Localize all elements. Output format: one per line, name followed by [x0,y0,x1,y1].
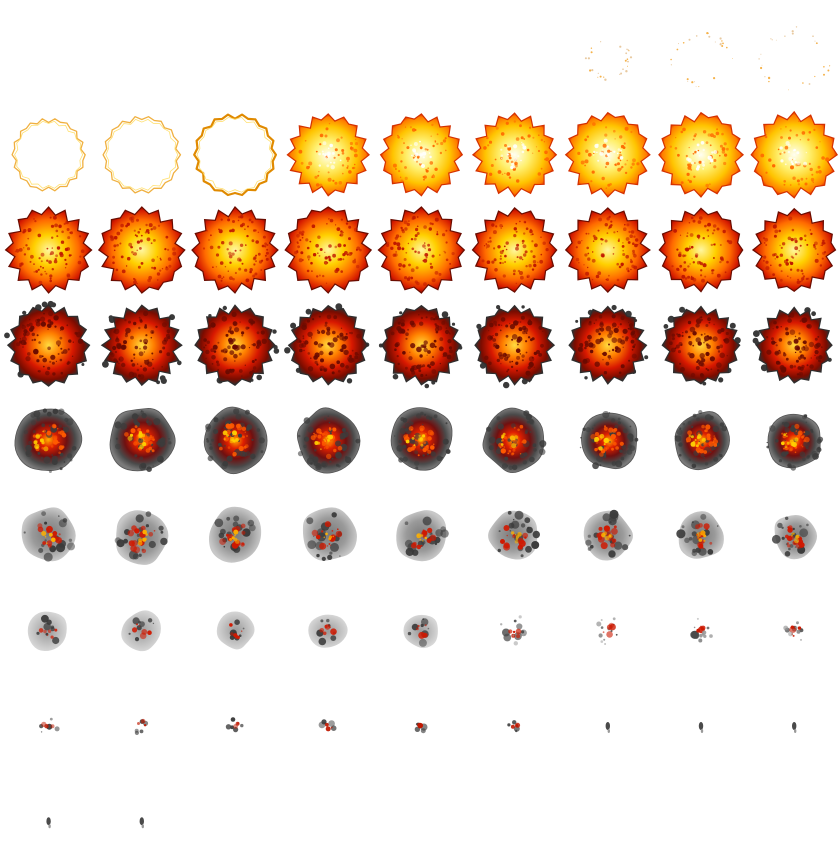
explosion-frame [772,515,817,559]
explosion-frame [135,719,148,735]
explosion-frame [488,511,540,560]
explosion-frame [483,408,546,473]
explosion-frame [753,209,836,292]
explosion-frame [297,408,360,473]
explosion-frame [585,41,632,81]
explosion-frame [308,615,347,648]
explosion-frame [675,410,730,470]
explosion-frame [285,207,371,293]
explosion-frame [381,114,463,196]
explosion-frame [758,26,830,90]
explosion-frame [194,115,276,195]
explosion-frame [596,617,617,645]
explosion-frame [102,305,182,385]
explosion-frame [217,612,255,650]
explosion-frame [121,610,161,651]
explosion-frame [751,112,837,198]
explosion-frame [606,722,610,733]
explosion-frame [396,510,449,561]
explosion-frame [507,720,520,732]
explosion-frame [659,113,743,197]
explosion-frame [475,305,554,388]
explosion-frame [140,817,144,828]
explosion-frame [699,722,703,733]
explosion-frame [209,507,261,563]
explosion-frame [22,507,76,561]
explosion-frame [46,817,50,828]
explosion-frame [303,507,357,561]
explosion-frame [473,208,557,292]
explosion-frame [39,718,59,733]
explosion-frame [4,301,89,386]
explosion-frame [99,207,185,293]
explosion-frame [6,207,92,293]
explosion-frame [391,408,452,471]
explosion-frame [569,305,648,384]
explosion-frame [103,117,180,193]
explosion-frame [12,119,85,191]
explosion-frame [204,407,267,474]
explosion-frame [690,618,713,643]
explosion-frame [15,409,82,474]
explosion-frame [676,511,724,559]
explosion-frame [319,719,337,731]
explosion-frame [226,717,244,732]
explosion-frame [28,612,67,651]
explosion-frame [566,113,650,197]
explosion-frame [783,621,803,641]
explosion-frame [378,207,464,293]
explosion-frame [195,305,279,385]
explosion-frame [792,722,796,733]
explosion-frame [670,32,733,87]
explosion-frame [753,307,832,383]
explosion-frame [287,114,369,196]
explosion-frame [403,615,437,648]
explosion-frame [110,408,175,472]
explosion-frame [566,208,650,292]
explosion-frame [284,303,369,384]
explosion-frame [415,723,428,734]
explosion-frame [473,113,556,196]
explosion-frame [379,306,462,389]
explosion-frame [659,208,742,291]
explosion-frame [584,510,633,561]
explosion-frame [192,207,278,293]
explosion-frame [580,411,639,469]
explosion-frame [766,414,823,470]
explosion-frame [662,307,741,386]
explosion-frame [115,510,169,565]
explosion-frame [500,615,527,645]
